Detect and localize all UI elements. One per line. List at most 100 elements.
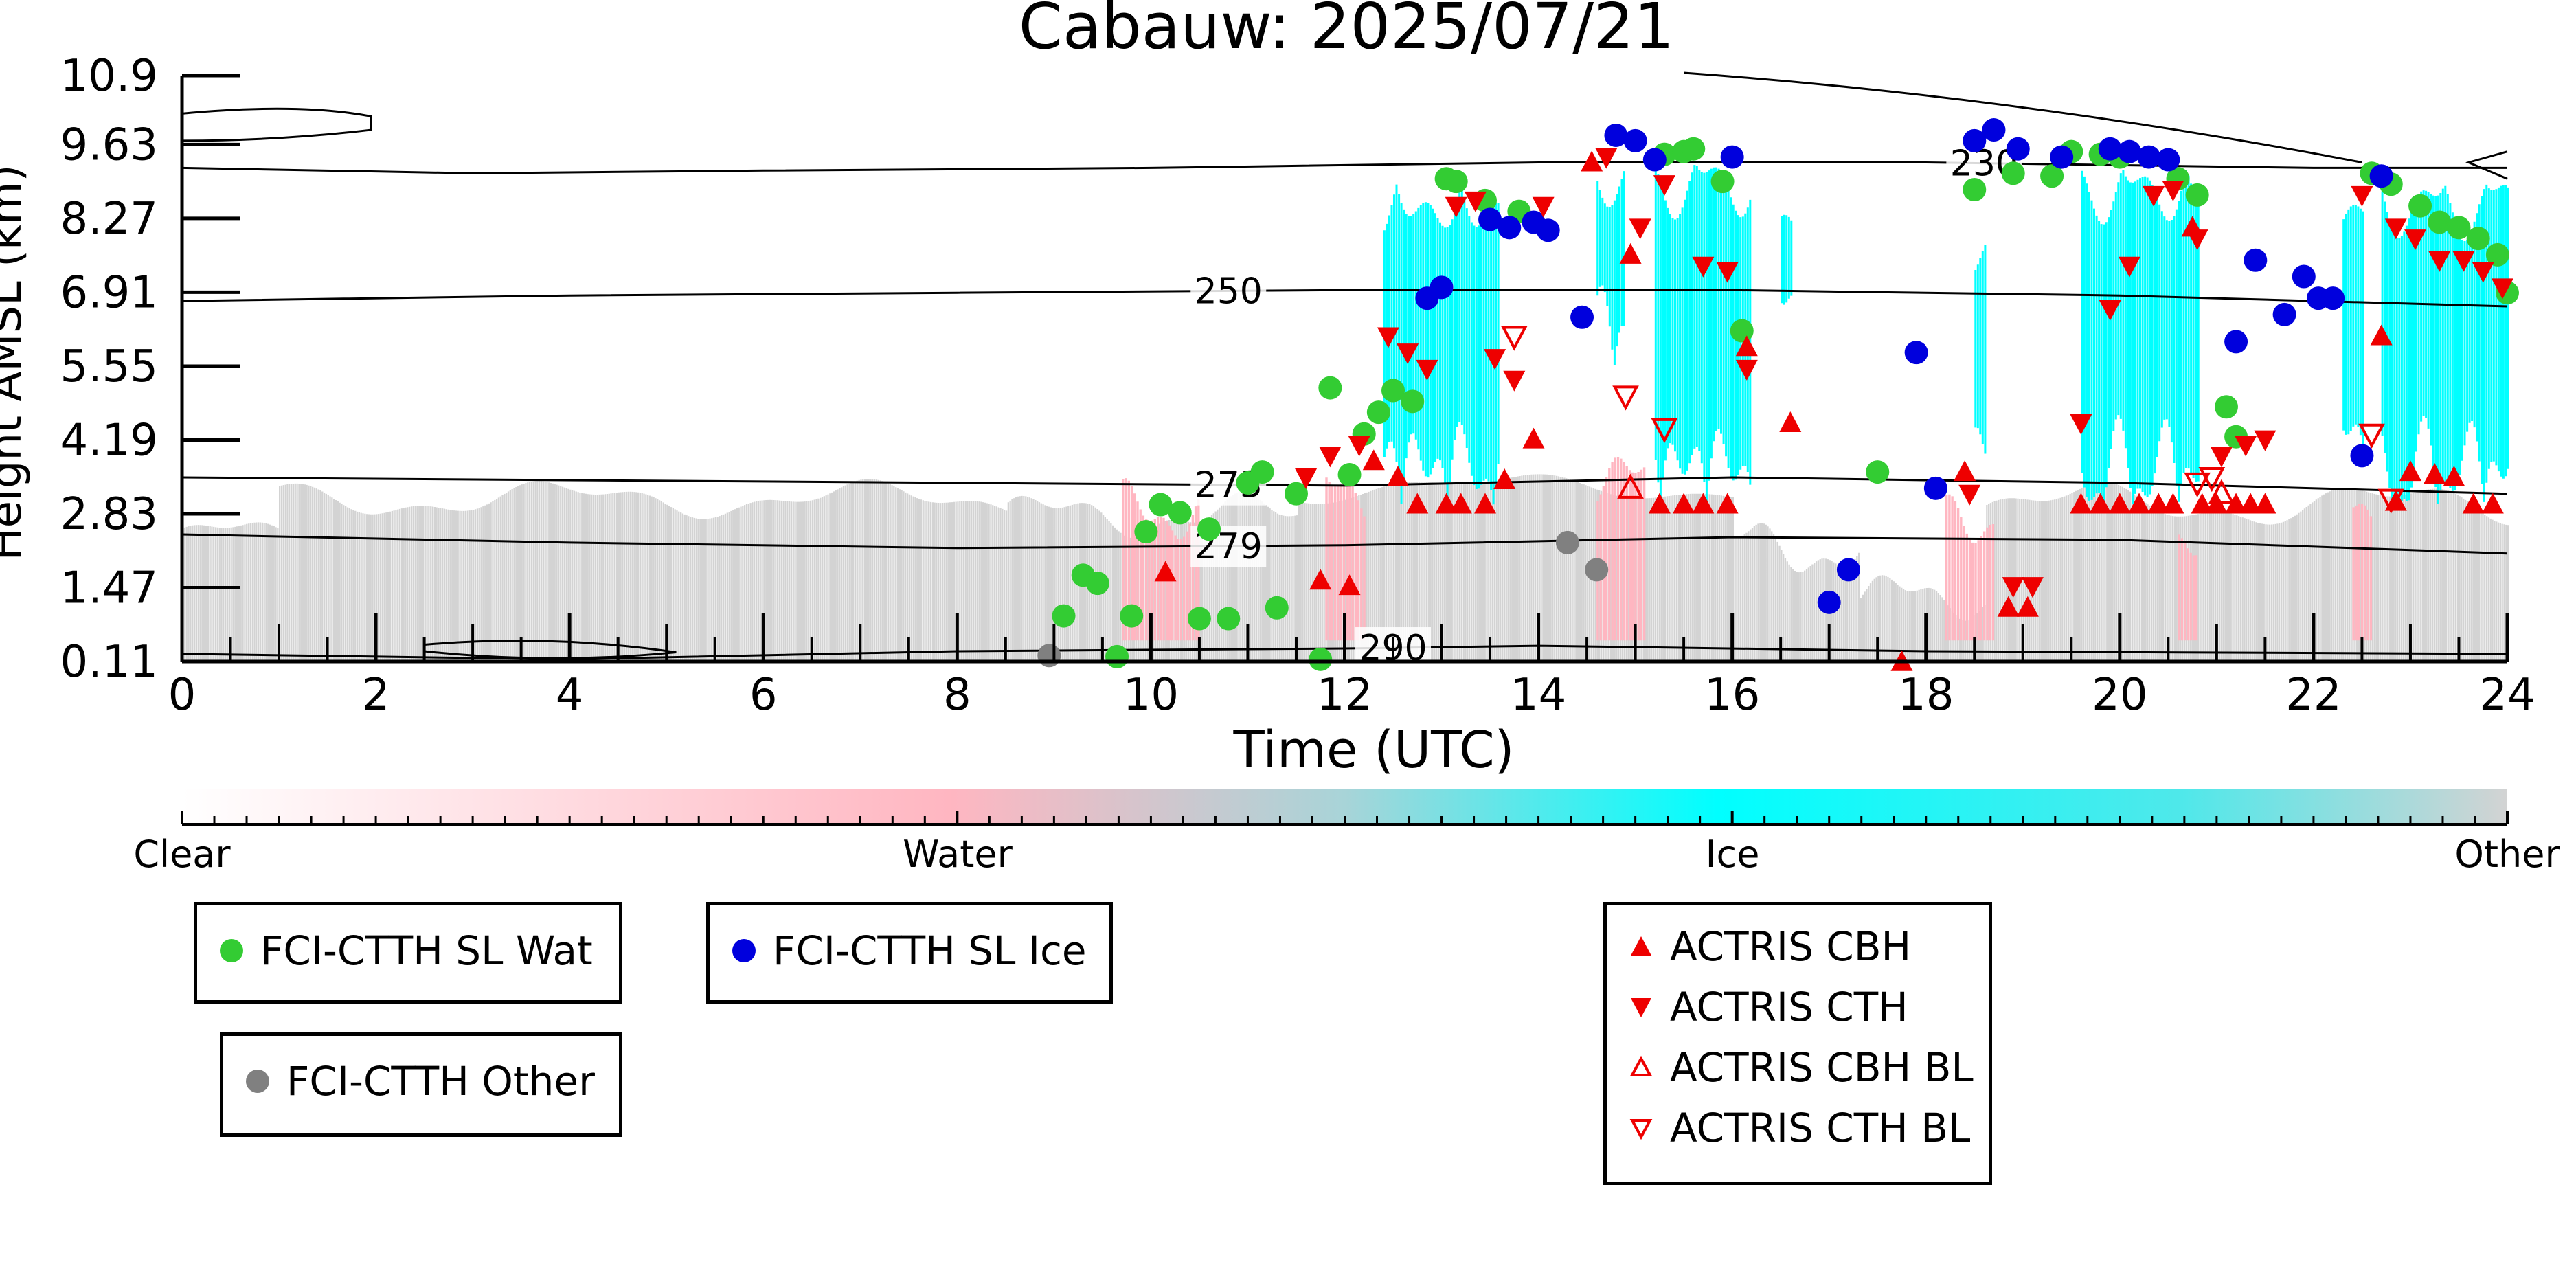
data-point bbox=[2002, 577, 2024, 598]
x-tick-label: 0 bbox=[168, 670, 196, 721]
data-point bbox=[2225, 493, 2248, 514]
colorbar-label-clear: Clear bbox=[133, 833, 231, 876]
data-point bbox=[1958, 484, 1981, 506]
data-point bbox=[2239, 493, 2262, 514]
legend-fci-water: FCI-CTTH SL Wat bbox=[194, 902, 622, 1004]
data-point bbox=[2099, 300, 2121, 321]
x-tick-label: 10 bbox=[1123, 670, 1179, 721]
data-point bbox=[2137, 145, 2161, 169]
data-point bbox=[1401, 389, 1425, 414]
data-point bbox=[2370, 324, 2393, 346]
data-point bbox=[2350, 444, 2374, 468]
data-point bbox=[2198, 467, 2226, 493]
data-point bbox=[2185, 183, 2209, 207]
data-point bbox=[1444, 170, 1468, 194]
x-tick-label: 24 bbox=[2479, 670, 2535, 721]
data-point bbox=[2272, 302, 2296, 326]
contour-closed bbox=[181, 107, 372, 142]
data-point bbox=[2162, 181, 2184, 202]
data-point bbox=[1265, 596, 1289, 620]
data-point bbox=[1381, 379, 1405, 403]
data-point bbox=[2040, 164, 2064, 188]
data-point bbox=[2235, 436, 2257, 457]
data-point bbox=[1134, 520, 1158, 544]
legend-label: ACTRIS CTH bbox=[1670, 984, 1908, 1030]
data-point bbox=[2254, 493, 2276, 514]
water-region-band bbox=[1945, 494, 1995, 641]
contour-label: 250 bbox=[1195, 271, 1263, 312]
data-point bbox=[1623, 128, 1647, 152]
data-point bbox=[2472, 262, 2494, 283]
data-point bbox=[2117, 139, 2141, 163]
contour-open bbox=[1684, 71, 2362, 163]
data-point bbox=[1653, 175, 1675, 196]
data-point bbox=[2254, 430, 2276, 451]
legend-entry: FCI-CTTH SL Wat bbox=[218, 920, 598, 981]
legend-label: FCI-CTTH Other bbox=[286, 1058, 595, 1105]
data-point bbox=[2118, 256, 2140, 278]
y-tick-label: 1.47 bbox=[60, 563, 159, 613]
y-tick-label: 0.11 bbox=[60, 637, 159, 688]
legend-entry: FCI-CTTH SL Ice bbox=[730, 920, 1089, 981]
data-point bbox=[1085, 572, 1109, 596]
data-point bbox=[2016, 596, 2039, 617]
legend-label: ACTRIS CBH BL bbox=[1670, 1044, 1974, 1091]
x-tick-label: 16 bbox=[1704, 670, 1760, 721]
data-point bbox=[1154, 561, 1177, 582]
data-point bbox=[1779, 411, 1802, 432]
ice-region-band bbox=[2342, 205, 2364, 450]
data-point bbox=[2191, 493, 2213, 514]
data-markers bbox=[1037, 118, 2519, 671]
data-point bbox=[1716, 493, 1739, 514]
data-point bbox=[2321, 286, 2345, 310]
data-point bbox=[2447, 216, 2471, 240]
data-point bbox=[2050, 145, 2074, 169]
data-point bbox=[1982, 118, 2006, 142]
x-tick-label: 14 bbox=[1511, 670, 1566, 721]
data-point bbox=[1720, 145, 1744, 169]
data-point bbox=[1168, 501, 1192, 525]
data-point bbox=[1449, 493, 1472, 514]
data-point bbox=[2369, 164, 2393, 188]
data-point bbox=[2214, 395, 2238, 419]
y-tick-label: 10.9 bbox=[60, 51, 159, 102]
colorbar-label-ice: Ice bbox=[1706, 833, 1760, 876]
data-point bbox=[2162, 493, 2184, 514]
contour-label-bg bbox=[1190, 270, 1267, 312]
data-point bbox=[1617, 473, 1644, 499]
data-point bbox=[1629, 218, 1651, 240]
ice-region-band bbox=[1596, 171, 1625, 365]
data-point bbox=[1435, 493, 1458, 514]
ice-region-band bbox=[1781, 214, 1793, 305]
series-3 bbox=[1154, 150, 2504, 671]
legend-fci-ice: FCI-CTTH SL Ice bbox=[706, 902, 1113, 1004]
red-triangle-up-icon bbox=[1631, 936, 1651, 956]
x-tick-label: 2 bbox=[362, 670, 390, 721]
colorbar: Clear Water Ice Other bbox=[133, 789, 2560, 876]
data-point bbox=[2443, 466, 2465, 487]
series-4 bbox=[1295, 148, 2513, 598]
contour-line bbox=[181, 476, 2508, 495]
data-point bbox=[2485, 242, 2509, 267]
data-point bbox=[1284, 482, 1308, 506]
contour-line bbox=[181, 289, 2508, 308]
data-point bbox=[1710, 170, 1735, 194]
data-point bbox=[1648, 493, 1671, 514]
data-point bbox=[1651, 418, 1678, 444]
y-axis-label: Height AMSL (km) bbox=[0, 165, 32, 561]
data-point bbox=[1498, 216, 1522, 240]
colorbar-label-other: Other bbox=[2454, 833, 2560, 876]
data-point bbox=[1478, 207, 1502, 231]
legend-label: ACTRIS CBH bbox=[1670, 923, 1912, 970]
water-region-band bbox=[1596, 457, 1646, 641]
data-point bbox=[2108, 493, 2131, 514]
data-point bbox=[1866, 460, 1890, 484]
data-point bbox=[2156, 148, 2180, 172]
data-point bbox=[1052, 604, 1076, 628]
colorbar-ticks bbox=[181, 811, 2509, 824]
data-point bbox=[1716, 262, 1739, 283]
legend-label: ACTRIS CTH BL bbox=[1670, 1105, 1971, 1151]
legend-entry: ACTRIS CBH bbox=[1627, 916, 1968, 977]
data-point bbox=[2358, 423, 2385, 449]
data-point bbox=[1500, 326, 1528, 351]
